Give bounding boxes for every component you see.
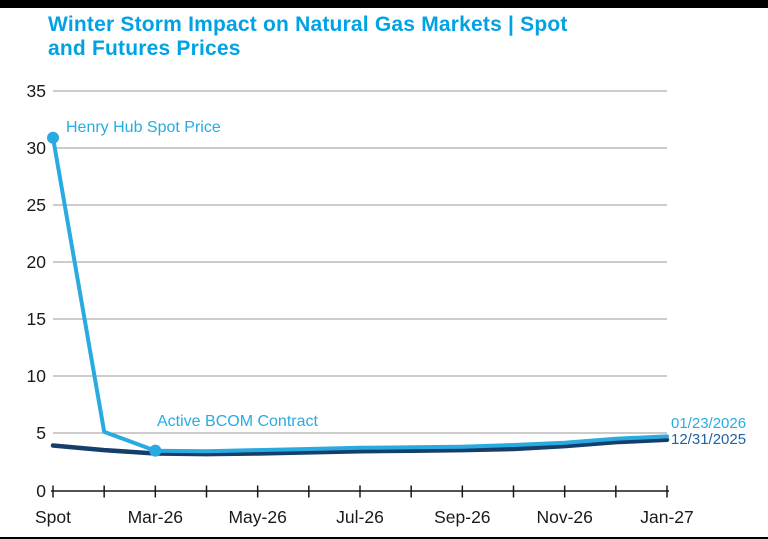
series-line-01-23-2026 — [51, 135, 669, 454]
series-end-label-current: 01/23/2026 — [671, 415, 747, 432]
y-axis-label: 25 — [27, 195, 46, 215]
spot-point-label: Henry Hub Spot Price — [66, 119, 221, 136]
y-axis-label: 15 — [27, 309, 46, 329]
x-axis-label: Spot — [35, 507, 71, 527]
top-border-bar — [0, 0, 768, 8]
chart-title-line2: and Futures Prices — [48, 37, 241, 60]
x-axis-label: May-26 — [228, 507, 286, 527]
y-axis-label: 5 — [36, 423, 46, 443]
x-axis-label: Sep-26 — [434, 507, 490, 527]
y-axis-label: 35 — [27, 81, 46, 101]
data-point-marker-Mar-26 — [149, 444, 162, 457]
y-axis-label: 30 — [27, 138, 47, 158]
bottom-border-bar — [0, 537, 768, 539]
y-axis-label: 10 — [27, 366, 47, 386]
y-axis-label: 20 — [27, 252, 47, 272]
series-end-label-prior: 12/31/2025 — [671, 431, 747, 448]
y-axis-label: 0 — [36, 481, 46, 501]
active-contract-label: Active BCOM Contract — [157, 413, 318, 430]
chart-title-line1: Winter Storm Impact on Natural Gas Marke… — [48, 13, 568, 36]
x-axis-label: Mar-26 — [128, 507, 183, 527]
x-axis-label: Nov-26 — [536, 507, 592, 527]
x-axis-label: Jul-26 — [336, 507, 384, 527]
chart-title: Winter Storm Impact on Natural Gas Marke… — [48, 13, 688, 61]
data-point-marker-Spot — [47, 131, 59, 144]
x-axis-label: Jan-27 — [640, 507, 694, 527]
